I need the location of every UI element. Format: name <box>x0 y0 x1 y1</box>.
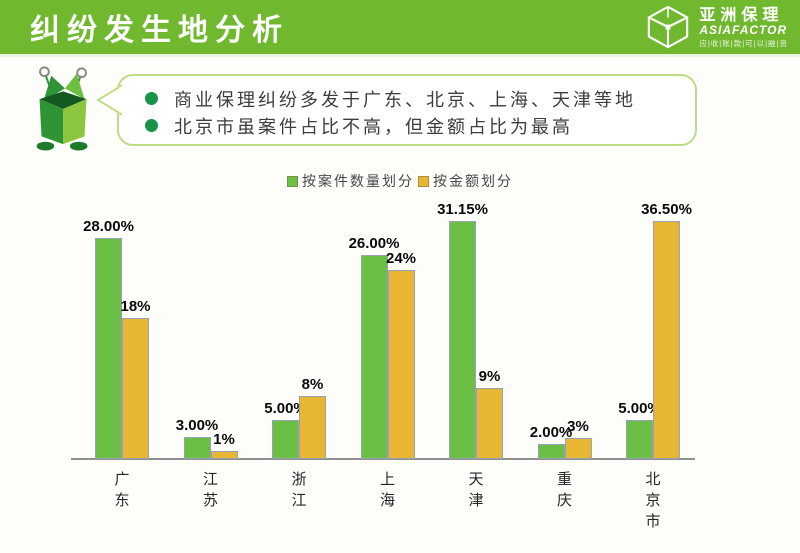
bar-广东-按案件数量划分 <box>95 238 122 459</box>
x-axis-label: 浙江 <box>289 471 308 513</box>
logo-cube-icon <box>648 5 689 49</box>
bar-value-label: 3.00% <box>175 417 219 434</box>
bar-value-label: 18% <box>120 298 151 315</box>
chart-legend: 按案件数量划分 按金额划分 <box>0 171 800 191</box>
bar-value-label: 9% <box>478 368 501 385</box>
bubble-tail-icon <box>97 84 122 116</box>
bar-浙江-按金额划分 <box>299 396 326 459</box>
x-axis-label: 重庆 <box>555 471 573 513</box>
x-axis-line <box>71 458 695 460</box>
logo-name-cn: 亚洲保理 <box>699 4 784 24</box>
bar-重庆-按案件数量划分 <box>537 444 565 459</box>
bar-value-label: 28.00% <box>83 218 134 235</box>
x-axis-label: 北京市 <box>643 471 662 534</box>
legend-item: 按金额划分 <box>418 171 513 191</box>
bar-广东-按金额划分 <box>122 318 149 459</box>
logo-text: 亚洲保理 ASIAFACTOR 应|收|账|款|可|以|融|资 <box>699 4 788 49</box>
logo-name-en: ASIAFACTOR <box>699 22 788 37</box>
bar-江苏-按金额划分 <box>210 451 238 459</box>
callout-text: 商业保理纠纷多发于广东、北京、上海、天津等地 <box>174 89 636 111</box>
bar-value-label: 31.15% <box>437 201 488 218</box>
header: 纠纷发生地分析 亚洲保理 ASIAFACTOR 应|收|账|款|可|以|融|资 <box>0 0 800 57</box>
bullet-icon <box>145 92 158 105</box>
x-axis-label: 江苏 <box>201 471 219 513</box>
bar-value-label: 5.00% <box>264 400 307 417</box>
legend-label: 按金额划分 <box>433 174 513 190</box>
bar-北京市-按案件数量划分 <box>626 420 653 459</box>
x-axis-label: 广东 <box>112 471 131 513</box>
callout-line: 北京市虽案件占比不高，但金额占比为最高 <box>145 112 679 139</box>
bar-value-label: 1% <box>213 431 235 448</box>
bar-value-label: 36.50% <box>641 201 692 218</box>
bar-value-label: 2.00% <box>529 424 573 441</box>
legend-swatch-icon <box>418 175 429 187</box>
logo-tagline: 应|收|账|款|可|以|融|资 <box>699 38 788 48</box>
page-title: 纠纷发生地分析 <box>30 13 289 48</box>
legend-label: 按案件数量划分 <box>302 174 414 190</box>
bar-浙江-按案件数量划分 <box>272 420 299 459</box>
bullet-icon <box>145 119 158 132</box>
logo: 亚洲保理 ASIAFACTOR 应|收|账|款|可|以|融|资 <box>645 4 788 50</box>
bar-上海-按案件数量划分 <box>360 255 388 459</box>
bar-北京市-按金额划分 <box>653 221 680 459</box>
bar-value-label: 26.00% <box>348 235 400 252</box>
bar-上海-按金额划分 <box>387 270 415 459</box>
callout-text: 北京市虽案件占比不高，但金额占比为最高 <box>174 116 573 138</box>
bar-value-label: 3% <box>567 418 589 435</box>
bar-重庆-按金额划分 <box>564 438 592 459</box>
x-axis-label: 上海 <box>378 471 396 513</box>
callout-bubble: 商业保理纠纷多发于广东、北京、上海、天津等地 北京市虽案件占比不高，但金额占比为… <box>97 74 697 146</box>
bar-天津-按案件数量划分 <box>449 221 476 459</box>
mascot-box-icon <box>36 66 88 151</box>
callout-line: 商业保理纠纷多发于广东、北京、上海、天津等地 <box>145 85 679 112</box>
legend-item: 按案件数量划分 <box>287 171 414 191</box>
bar-value-label: 8% <box>301 376 324 393</box>
bar-江苏-按案件数量划分 <box>183 437 211 459</box>
bar-value-label: 5.00% <box>618 400 661 417</box>
legend-swatch-icon <box>287 175 298 187</box>
bar-value-label: 24% <box>385 250 417 267</box>
bar-天津-按金额划分 <box>476 388 503 459</box>
x-axis-label: 天津 <box>466 471 485 513</box>
